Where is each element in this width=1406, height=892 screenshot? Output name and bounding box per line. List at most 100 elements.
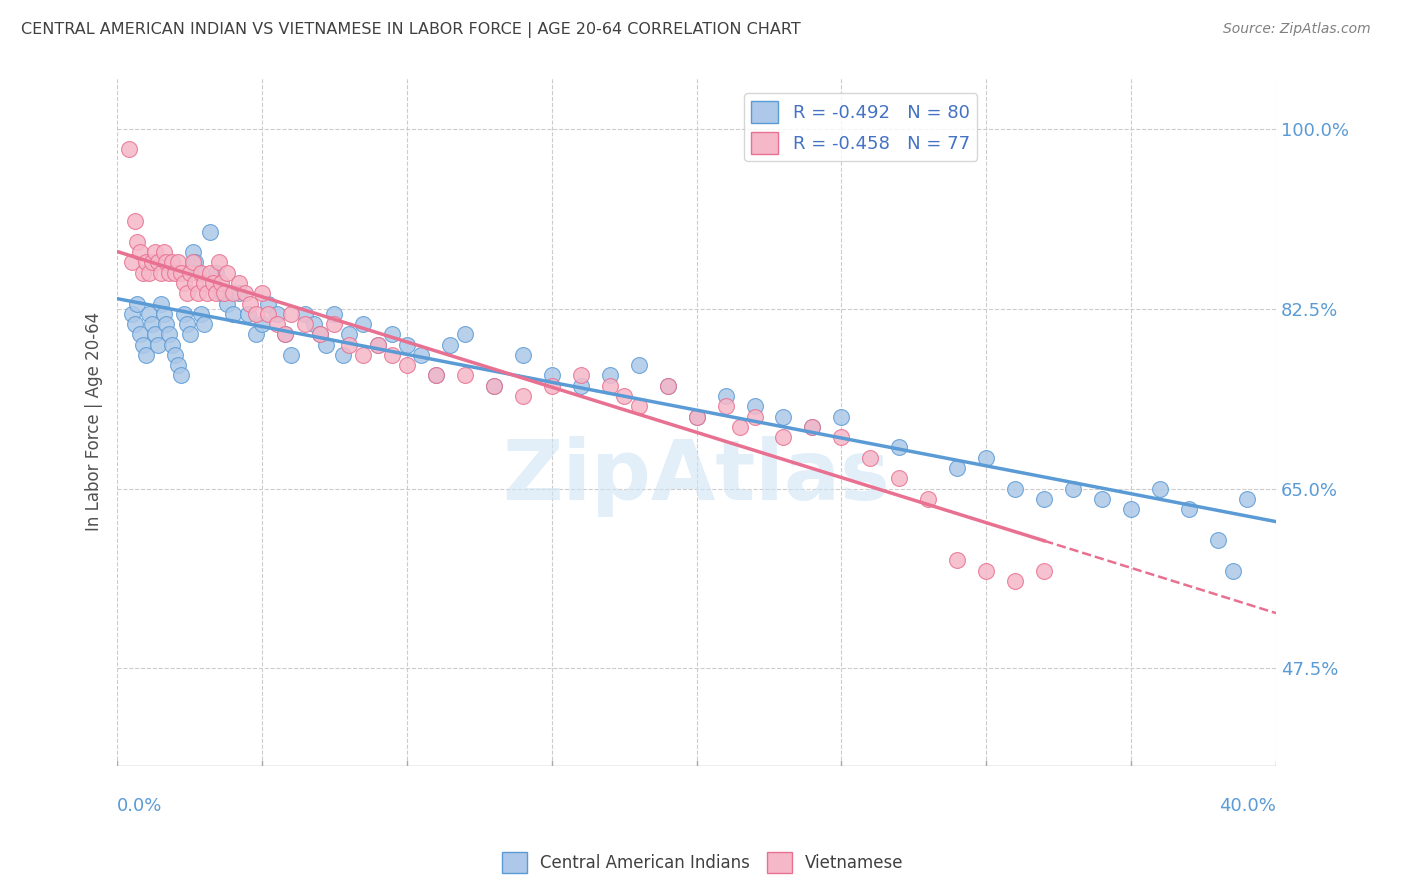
Legend: R = -0.492   N = 80, R = -0.458   N = 77: R = -0.492 N = 80, R = -0.458 N = 77 <box>744 94 977 161</box>
Point <box>540 378 562 392</box>
Point <box>256 307 278 321</box>
Point <box>217 296 239 310</box>
Point <box>187 266 209 280</box>
Point <box>170 266 193 280</box>
Point <box>211 276 233 290</box>
Point <box>280 307 302 321</box>
Point <box>302 317 325 331</box>
Text: Source: ZipAtlas.com: Source: ZipAtlas.com <box>1223 22 1371 37</box>
Point <box>127 235 149 249</box>
Point <box>512 389 534 403</box>
Point <box>138 266 160 280</box>
Point <box>149 296 172 310</box>
Point <box>1178 502 1201 516</box>
Point <box>170 368 193 383</box>
Point <box>165 348 187 362</box>
Point <box>204 286 226 301</box>
Point <box>135 348 157 362</box>
Point <box>274 327 297 342</box>
Point <box>859 450 882 465</box>
Point <box>181 245 204 260</box>
Point <box>657 378 679 392</box>
Point <box>141 255 163 269</box>
Point <box>772 409 794 424</box>
Point <box>129 245 152 260</box>
Point <box>1222 564 1244 578</box>
Point <box>250 317 273 331</box>
Point <box>207 255 229 269</box>
Point <box>176 317 198 331</box>
Point <box>179 266 201 280</box>
Point <box>439 337 461 351</box>
Point <box>685 409 707 424</box>
Point <box>889 471 911 485</box>
Point <box>190 266 212 280</box>
Point <box>1004 482 1026 496</box>
Point <box>152 245 174 260</box>
Point <box>974 564 997 578</box>
Point <box>294 307 316 321</box>
Point <box>917 491 939 506</box>
Point <box>425 368 447 383</box>
Point <box>1149 482 1171 496</box>
Point <box>1033 491 1056 506</box>
Point <box>569 368 592 383</box>
Point <box>613 389 636 403</box>
Point <box>744 409 766 424</box>
Point <box>685 409 707 424</box>
Point <box>1206 533 1229 547</box>
Point <box>599 368 621 383</box>
Point <box>157 266 180 280</box>
Point <box>337 337 360 351</box>
Point <box>411 348 433 362</box>
Point <box>256 296 278 310</box>
Point <box>352 348 374 362</box>
Point <box>228 276 250 290</box>
Point <box>512 348 534 362</box>
Point <box>228 286 250 301</box>
Point <box>627 400 650 414</box>
Point <box>772 430 794 444</box>
Point <box>141 317 163 331</box>
Point <box>454 368 477 383</box>
Point <box>482 378 505 392</box>
Point <box>454 327 477 342</box>
Point <box>201 276 224 290</box>
Point <box>309 327 332 342</box>
Point <box>714 389 737 403</box>
Point <box>315 337 337 351</box>
Point <box>204 266 226 280</box>
Point <box>946 553 969 567</box>
Point <box>266 317 288 331</box>
Point <box>889 441 911 455</box>
Point <box>135 255 157 269</box>
Y-axis label: In Labor Force | Age 20-64: In Labor Force | Age 20-64 <box>86 312 103 532</box>
Point <box>830 409 852 424</box>
Point <box>127 296 149 310</box>
Point <box>165 266 187 280</box>
Point <box>149 266 172 280</box>
Point <box>801 420 824 434</box>
Point <box>266 307 288 321</box>
Point <box>198 225 221 239</box>
Point <box>425 368 447 383</box>
Text: CENTRAL AMERICAN INDIAN VS VIETNAMESE IN LABOR FORCE | AGE 20-64 CORRELATION CHA: CENTRAL AMERICAN INDIAN VS VIETNAMESE IN… <box>21 22 801 38</box>
Point <box>1119 502 1142 516</box>
Point <box>121 307 143 321</box>
Point <box>198 266 221 280</box>
Point <box>167 358 190 372</box>
Point <box>143 245 166 260</box>
Point <box>222 286 245 301</box>
Point <box>121 255 143 269</box>
Point <box>157 327 180 342</box>
Point <box>367 337 389 351</box>
Text: 40.0%: 40.0% <box>1219 797 1277 814</box>
Point <box>187 286 209 301</box>
Point <box>181 255 204 269</box>
Point <box>184 255 207 269</box>
Point <box>236 307 259 321</box>
Point <box>118 142 141 156</box>
Point <box>193 276 215 290</box>
Point <box>195 286 218 301</box>
Point <box>222 307 245 321</box>
